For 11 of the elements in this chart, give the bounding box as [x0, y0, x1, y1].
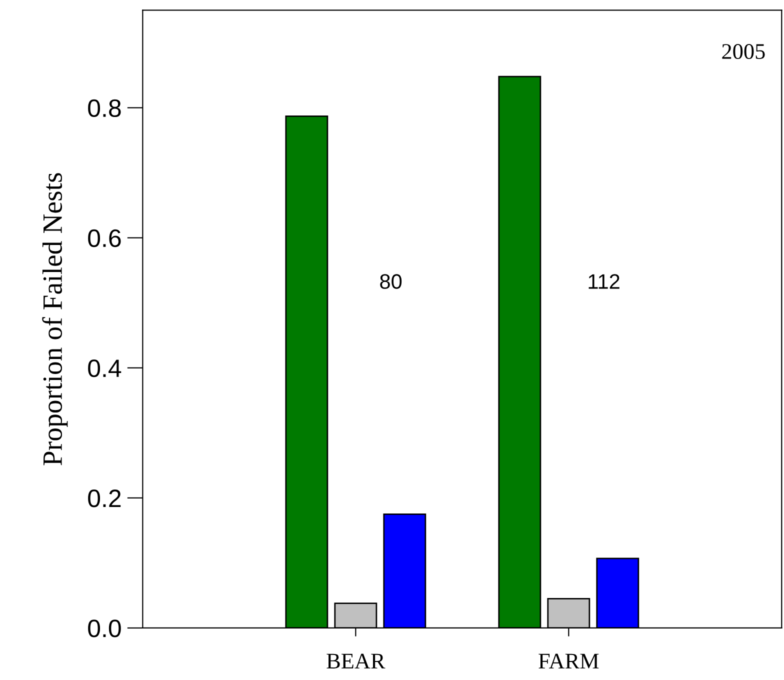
y-tick-label: 0.6	[88, 229, 121, 248]
x-tick-label: BEAR	[326, 654, 386, 668]
y-tick-label: 0.2	[88, 490, 121, 508]
annotation: 2005	[722, 44, 765, 60]
annotation: 80	[380, 274, 402, 289]
y-tick-label: 0.8	[88, 99, 121, 118]
x-tick-label: FARM	[538, 654, 599, 668]
y-tick-label: 0.4	[88, 359, 122, 378]
annotation: 112	[588, 274, 620, 289]
y-axis-title: Proportion of Failed Nests	[42, 173, 68, 466]
y-tick-label: 0.0	[88, 620, 121, 638]
